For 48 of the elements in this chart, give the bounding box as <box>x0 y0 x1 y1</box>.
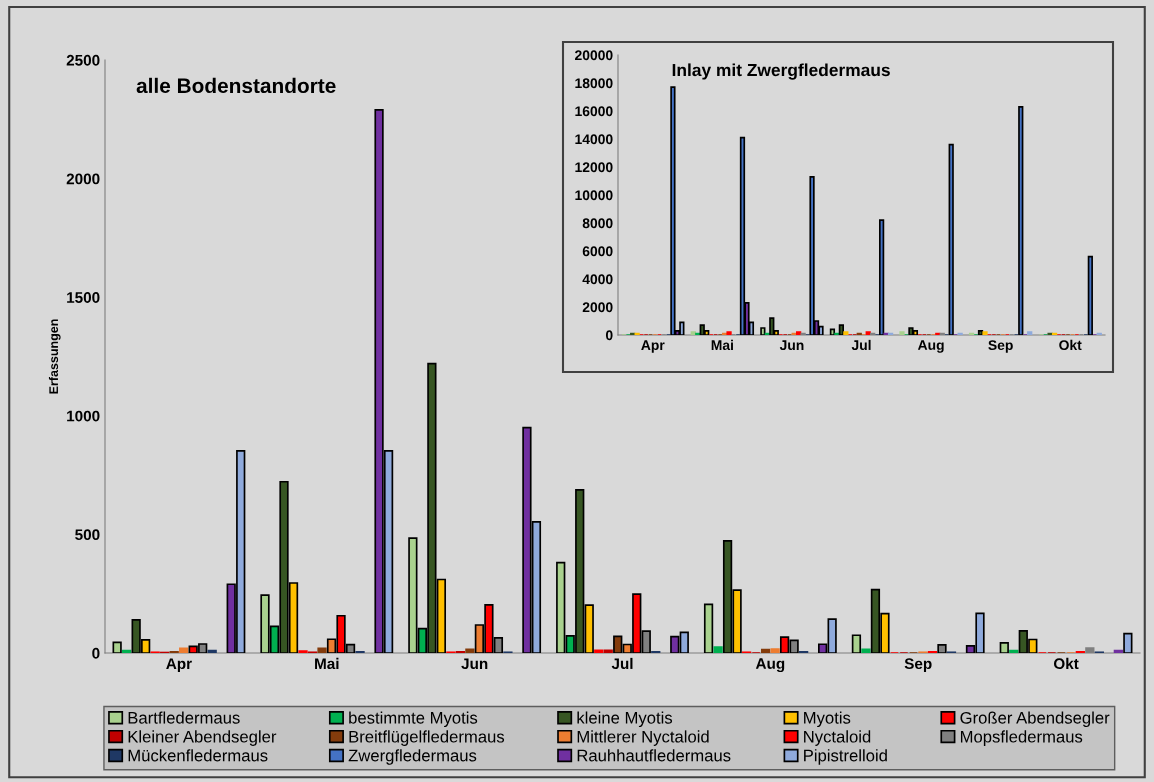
y-tick-label: 8000 <box>582 218 613 229</box>
text: alle Bodenstandorte <box>136 77 336 94</box>
x-tick-label: Jun <box>461 658 488 670</box>
y-tick-label: 2000 <box>582 302 613 313</box>
legend-label: Breitflügelfledermaus <box>349 730 505 746</box>
y-tick-label: 10000 <box>575 190 613 201</box>
y-tick-label: 6000 <box>582 246 613 257</box>
legend-label: Großer Abendsegler <box>960 711 1110 728</box>
x-tick-label: Jul <box>611 657 633 670</box>
legend-label: bestimmte Myotis <box>349 711 478 728</box>
legend-label: Bartfledermaus <box>128 711 240 724</box>
y-tick-label: 4000 <box>582 274 613 285</box>
legend-label: kleine Myotis <box>577 711 673 728</box>
legend-label: Mückenfledermaus <box>128 749 268 762</box>
y-tick-label: 2500 <box>66 54 100 66</box>
y-tick-label: 500 <box>75 529 100 541</box>
legend-label: Nyctaloid <box>804 730 871 746</box>
y-axis-title: Erfassungen <box>48 319 61 394</box>
x-tick-label: Jun <box>779 340 804 351</box>
y-tick-label: 12000 <box>575 162 613 173</box>
x-tick-label: Apr <box>166 658 192 673</box>
x-tick-label: Jul <box>851 339 871 351</box>
legend-label: Zwergfledermaus <box>348 749 477 765</box>
legend-label: Rauhhautfledermaus <box>577 749 731 762</box>
y-tick-label: 18000 <box>575 78 613 89</box>
x-tick-label: Sep <box>904 658 932 673</box>
y-tick-label: 14000 <box>575 134 613 145</box>
chart-title: Inlay mit Zwergfledermaus <box>672 63 890 80</box>
x-tick-label: Aug <box>917 340 944 353</box>
y-tick-label: 1000 <box>67 410 100 422</box>
y-tick-label: 2000 <box>66 173 100 185</box>
y-tick-label: 16000 <box>575 106 613 117</box>
x-tick-label: Okt <box>1059 339 1082 351</box>
x-tick-label: Apr <box>641 340 665 353</box>
y-tick-label: 0 <box>605 330 613 341</box>
y-tick-label: 0 <box>92 647 100 659</box>
legend-label: Kleiner Abendsegler <box>128 730 277 746</box>
legend-label: Myotis <box>804 711 851 728</box>
x-tick-label: Aug <box>755 658 785 673</box>
legend-label: Mittlerer Nyctaloid <box>577 730 709 746</box>
y-tick-label: 20000 <box>575 50 613 61</box>
x-tick-label: Okt <box>1053 657 1079 670</box>
x-tick-label: Sep <box>988 340 1013 353</box>
y-tick-label: 1500 <box>67 292 100 303</box>
x-tick-label: Mai <box>711 339 733 351</box>
legend-label: Mopsfledermaus <box>960 730 1083 746</box>
x-tick-label: Mai <box>315 657 339 670</box>
legend-label: Pipistrelloid <box>804 749 887 765</box>
